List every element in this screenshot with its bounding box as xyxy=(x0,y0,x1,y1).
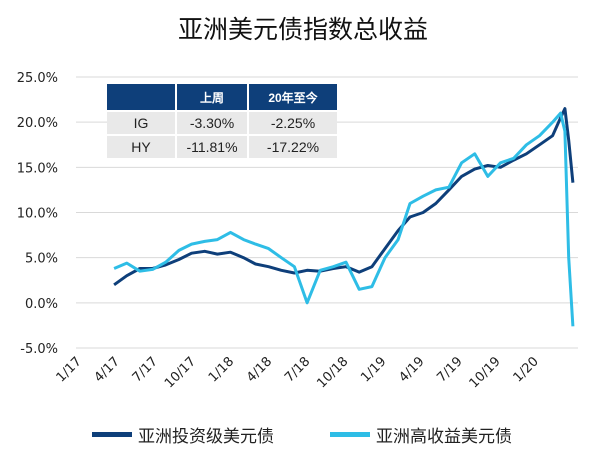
y-axis-ticks: 25.0% 20.0% 15.0% 10.0% 5.0% 0.0% -5.0% xyxy=(17,71,58,357)
y-tick-label: -5.0% xyxy=(20,342,58,357)
y-tick-label: 5.0% xyxy=(25,252,58,267)
table-header-cell: 上周 xyxy=(175,84,248,111)
x-tick-label: 7/17 xyxy=(130,354,161,385)
y-tick-label: 10.0% xyxy=(17,207,58,222)
table-row: HY -11.81% -17.22% xyxy=(107,134,337,158)
x-tick-label: 1/19 xyxy=(358,354,389,385)
series-line-hy xyxy=(113,111,575,327)
table-cell: IG xyxy=(107,110,176,135)
table-cell: -17.22% xyxy=(247,134,337,158)
chart-title: 亚洲美元债指数总收益 xyxy=(177,15,428,44)
y-tick-label: 15.0% xyxy=(17,161,58,176)
series-lines xyxy=(113,107,575,327)
legend-swatch-hy xyxy=(330,432,370,437)
x-tick-label: 4/17 xyxy=(92,354,123,385)
y-tick-label: 0.0% xyxy=(25,297,58,312)
y-tick-label: 25.0% xyxy=(17,71,58,86)
legend-item-ig: 亚洲投资级美元债 xyxy=(92,422,274,447)
x-tick-label: 10/18 xyxy=(314,354,351,391)
x-tick-label: 1/17 xyxy=(54,354,85,385)
legend-swatch-ig xyxy=(92,432,132,437)
x-tick-label: 4/19 xyxy=(396,354,427,385)
x-tick-label: 7/18 xyxy=(282,354,313,385)
x-tick-label: 1/18 xyxy=(206,354,237,385)
x-axis-ticks: 1/17 4/17 7/17 10/17 1/18 4/18 7/18 10/18 1/19 4/… xyxy=(54,354,542,391)
legend-label-ig: 亚洲投资级美元债 xyxy=(138,427,274,447)
table-cell: -11.81% xyxy=(175,134,248,158)
table-row: IG -3.30% -2.25% xyxy=(107,110,337,135)
stats-table: 上周 20年至今 IG -3.30% -2.25% HY -11.81% -17… xyxy=(107,84,337,158)
x-tick-label: 7/19 xyxy=(434,354,465,385)
table-header-cell: 20年至今 xyxy=(247,84,337,111)
x-tick-label: 10/17 xyxy=(162,354,199,391)
table-header-cell xyxy=(107,84,176,111)
legend-item-hy: 亚洲高收益美元债 xyxy=(330,422,512,447)
table-cell: HY xyxy=(107,134,176,158)
x-tick-label: 10/19 xyxy=(467,354,504,391)
table-header-row: 上周 20年至今 xyxy=(107,84,337,111)
legend: 亚洲投资级美元债 亚洲高收益美元债 xyxy=(0,422,606,450)
series-line-ig xyxy=(113,107,575,287)
legend-label-hy: 亚洲高收益美元债 xyxy=(376,427,512,447)
table-cell: -3.30% xyxy=(175,110,248,135)
x-tick-label: 1/20 xyxy=(511,354,542,385)
y-tick-label: 20.0% xyxy=(17,116,58,131)
x-tick-label: 4/18 xyxy=(244,354,275,385)
table-cell: -2.25% xyxy=(247,110,337,135)
